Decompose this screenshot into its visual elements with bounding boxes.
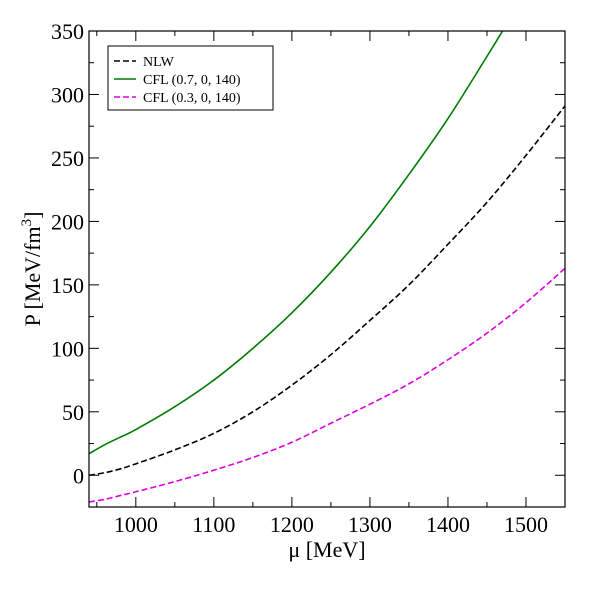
x-tick-label: 1000 [114, 512, 158, 537]
legend-label-1: NLW [143, 55, 175, 70]
y-axis-title-sup: 3 [19, 219, 35, 227]
series-layer [89, 31, 565, 503]
legend-label-3: CFL (0.3, 0, 140) [143, 91, 241, 106]
y-tick-label: 150 [51, 273, 84, 298]
y-tick-label: 250 [51, 146, 84, 171]
y-tick-label: 300 [51, 82, 84, 107]
x-tick-label: 1300 [348, 512, 392, 537]
y-axis-title-main: P [MeV/fm [20, 226, 45, 326]
legend: NLW CFL (0.7, 0, 140) CFL (0.3, 0, 140) [107, 45, 274, 111]
y-tick-label: 0 [73, 463, 84, 488]
legend-box [107, 45, 274, 111]
y-tick-label: 50 [62, 400, 84, 425]
legend-label-2: CFL (0.7, 0, 140) [143, 73, 241, 88]
series-line-2 [89, 31, 504, 455]
y-tick-label: 100 [51, 336, 84, 361]
x-tick-label: 1400 [426, 512, 470, 537]
x-tick-label: 1100 [192, 512, 235, 537]
y-axis-title-end: ] [20, 212, 45, 219]
ticks-layer: 1000 1100 1200 1300 1400 1500 0 50 100 150 200 250 3… [51, 19, 566, 537]
plot-frame [88, 30, 566, 508]
y-tick-label: 350 [51, 19, 84, 44]
y-axis-title: P [MeV/fm3] [19, 212, 45, 327]
series-line-3 [89, 267, 565, 503]
x-tick-label: 1200 [270, 512, 314, 537]
x-tick-label: 1500 [504, 512, 548, 537]
x-axis-title: μ [MeV] [288, 537, 365, 562]
y-tick-label: 200 [51, 209, 84, 234]
